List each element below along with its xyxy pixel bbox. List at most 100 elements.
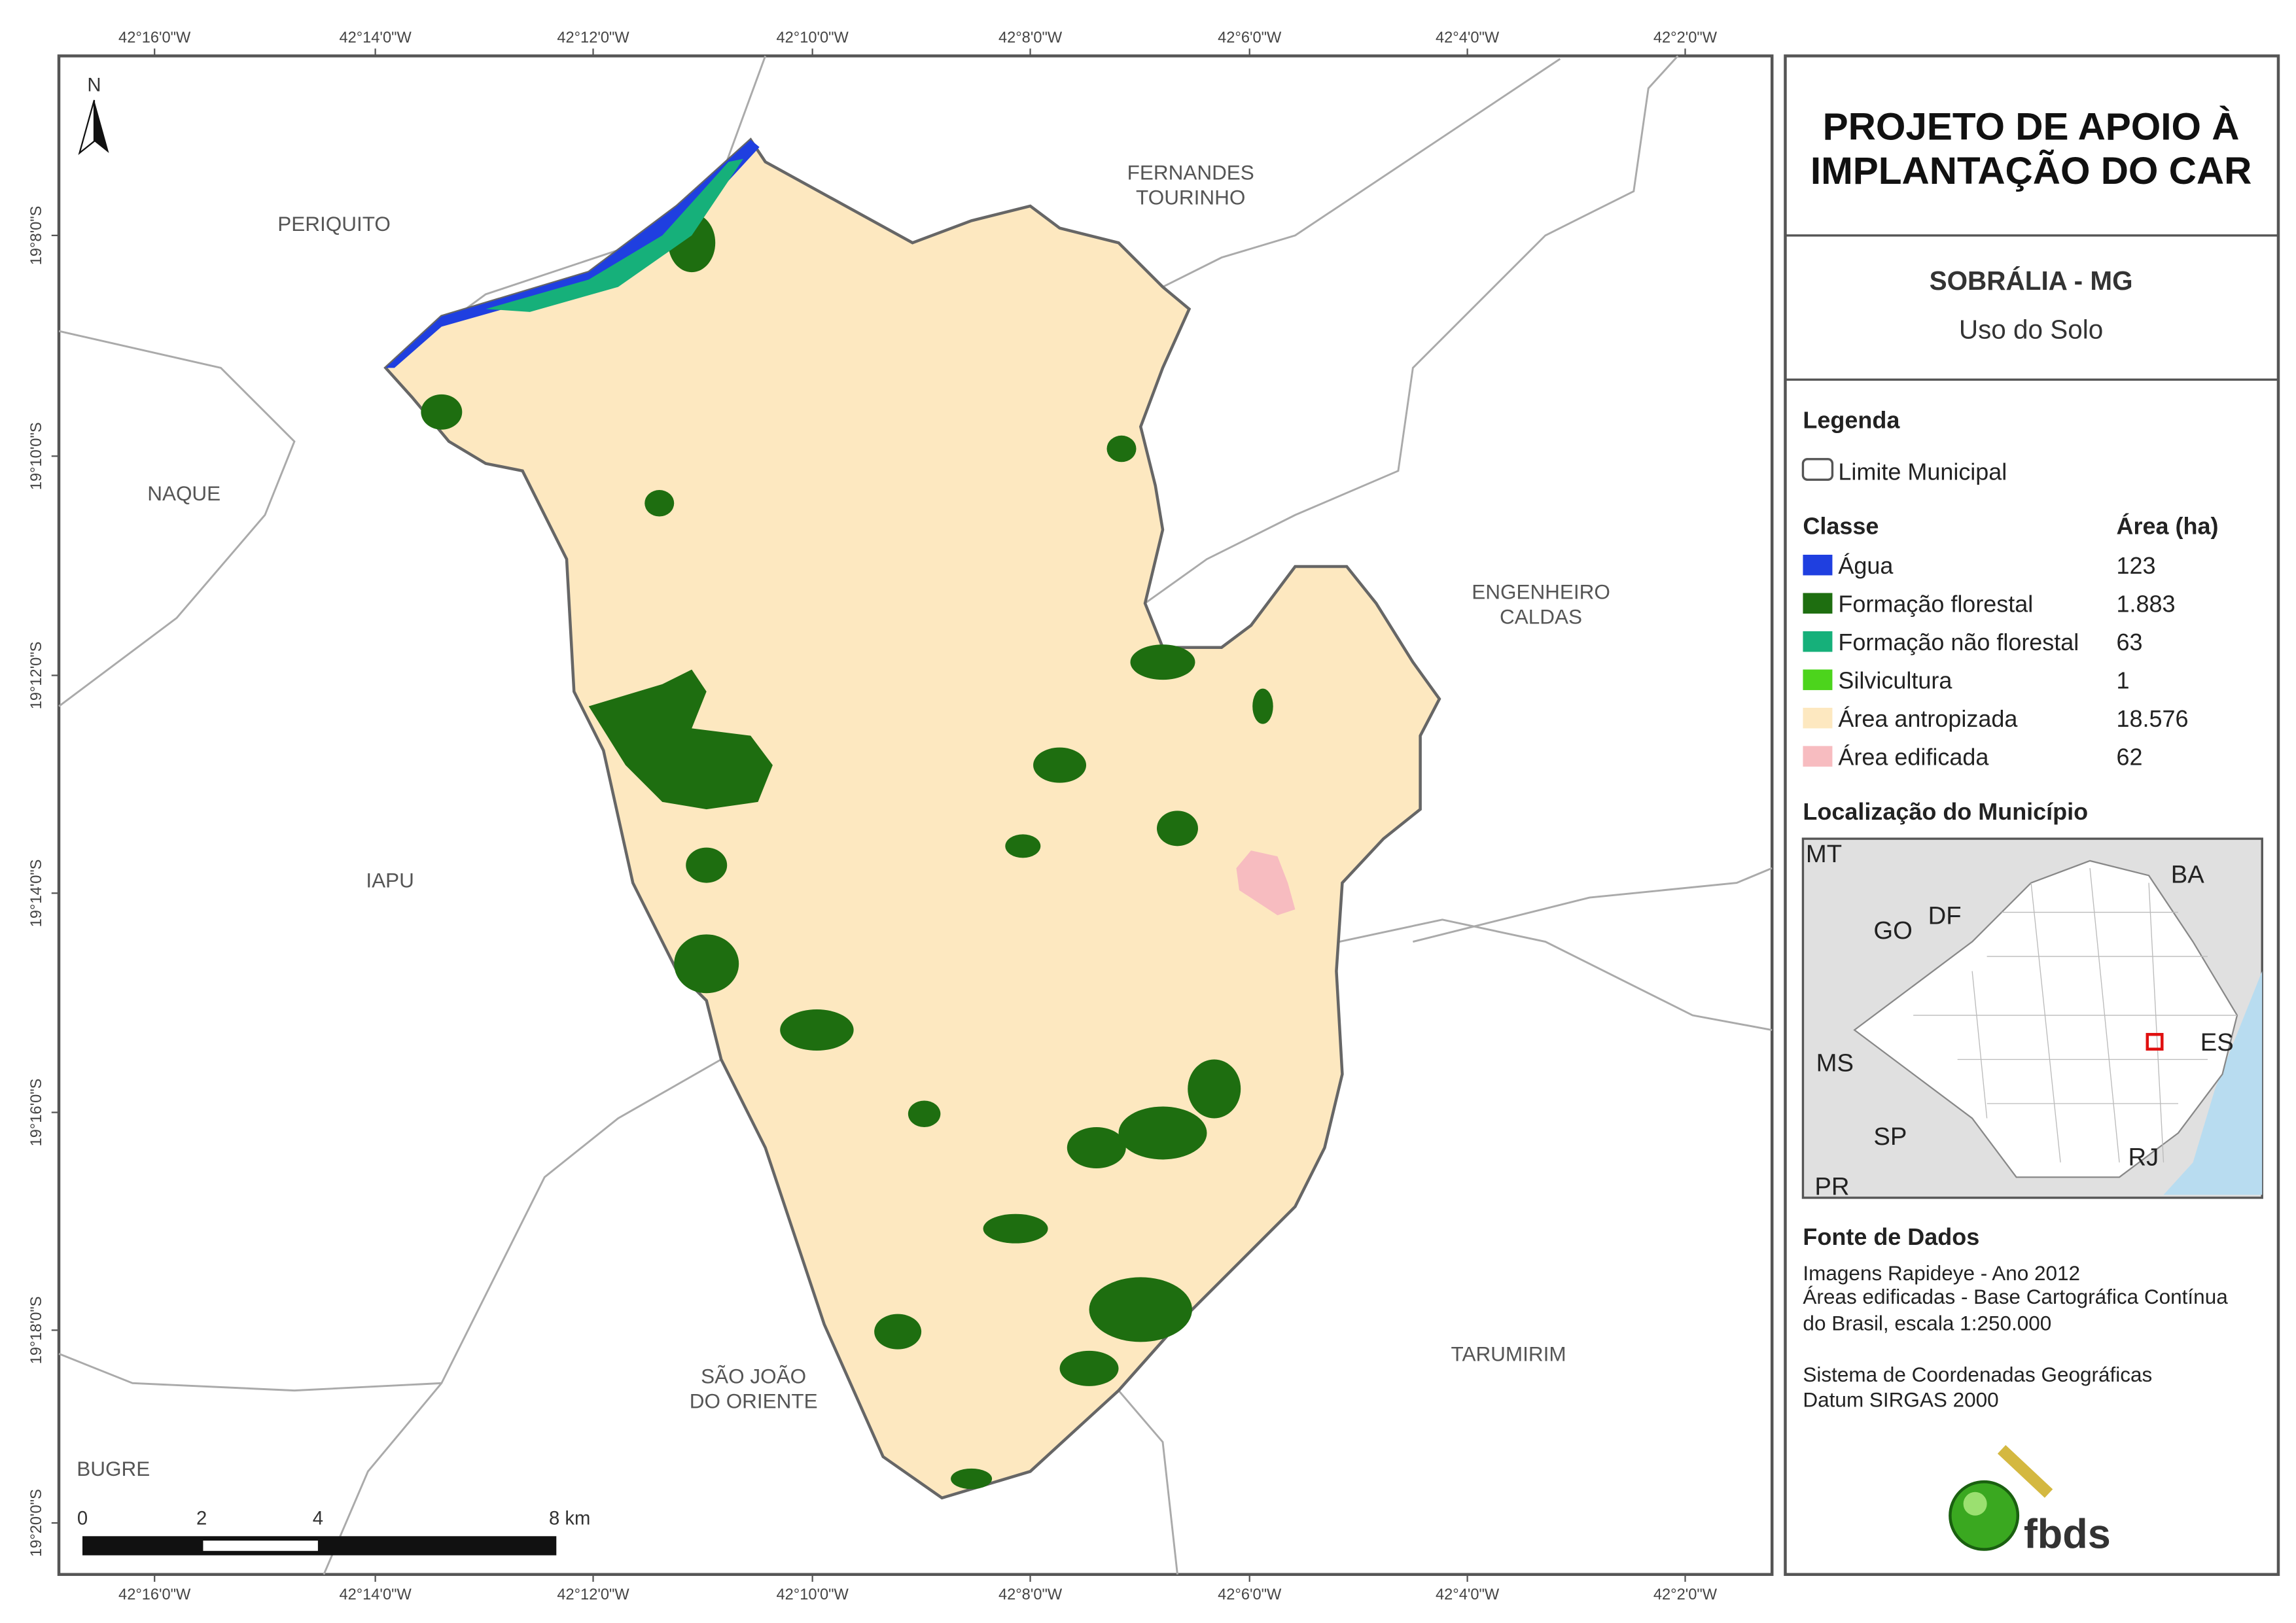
class-swatch <box>1803 669 1833 690</box>
longitude-ticks-top: 42°16'0"W 42°14'0"W 42°12'0"W 42°10'0"W 42°8… <box>118 29 1718 56</box>
class-area: 1 <box>2117 667 2130 694</box>
non-forest-strip <box>486 158 743 312</box>
inset-label: DF <box>1928 902 1962 930</box>
class-swatch <box>1803 707 1833 729</box>
longitude-label: 42°14'0"W <box>339 29 412 46</box>
class-name: Formação florestal <box>1838 591 2033 618</box>
north-arrow <box>78 99 96 155</box>
class-header: Classe <box>1803 513 1879 540</box>
legend-classes: Água 123 Formação florestal 1.883 Formação n… <box>1803 552 2189 771</box>
boundary-line <box>1413 867 1773 943</box>
inset-label: SP <box>1873 1123 1907 1151</box>
place-label: TOURINHO <box>1136 186 1245 209</box>
boundary-line <box>1339 918 1773 1031</box>
forest-patch <box>1033 747 1087 783</box>
forest-patch <box>1188 1059 1241 1119</box>
place-label: BUGRE <box>77 1457 150 1480</box>
forest-patch <box>1106 435 1137 462</box>
logo-highlight <box>1963 1492 1987 1516</box>
place-label: ENGENHEIRO <box>1472 580 1610 603</box>
place-label: SÃO JOÃO <box>701 1364 806 1387</box>
forest-patch <box>421 394 463 430</box>
source-line: Imagens Rapideye - Ano 2012 <box>1803 1261 2080 1285</box>
forest-patch <box>1067 1126 1126 1168</box>
longitude-label: 42°6'0"W <box>1218 29 1282 46</box>
place-label: PERIQUITO <box>277 212 391 236</box>
boundary-line <box>1144 55 1679 604</box>
scale-bar <box>82 1536 557 1556</box>
forest-patch <box>686 847 728 883</box>
panel-title: IMPLANTAÇÃO DO CAR <box>1810 149 2252 192</box>
forest-patch <box>1130 644 1195 680</box>
inset-grid <box>1913 868 2237 1163</box>
scale-label: 4 <box>313 1508 323 1529</box>
scale-bar-segment <box>203 1541 318 1551</box>
longitude-label: 42°10'0"W <box>777 1586 849 1603</box>
latitude-label: 19°20'0"S <box>28 1489 45 1557</box>
place-label: IAPU <box>366 868 414 892</box>
water-river <box>385 139 760 368</box>
longitude-label: 42°14'0"W <box>339 1586 412 1603</box>
inset-label: ES <box>2200 1028 2234 1056</box>
municipality-area <box>383 137 1441 1500</box>
legend-title: Legenda <box>1803 407 1900 434</box>
north-label: N <box>87 75 101 96</box>
class-swatch <box>1803 631 1833 652</box>
logo-text: fbds <box>2024 1511 2111 1557</box>
forest-patch <box>1156 811 1198 846</box>
latitude-label: 19°10'0"S <box>28 422 45 490</box>
inset-label: GO <box>1873 916 1912 945</box>
longitude-label: 42°6'0"W <box>1218 1586 1282 1603</box>
latitude-label: 19°18'0"S <box>28 1297 45 1365</box>
source-line: do Brasil, escala 1:250.000 <box>1803 1311 2051 1335</box>
inset-label: PR <box>1814 1172 1849 1200</box>
longitude-label: 42°4'0"W <box>1436 1586 1500 1603</box>
forest-patch <box>588 669 773 810</box>
scale-label: 2 <box>196 1508 207 1529</box>
scale-label: 8 km <box>549 1508 590 1529</box>
scale-label: 0 <box>77 1508 88 1529</box>
forest-patch <box>983 1213 1048 1244</box>
source-line: Sistema de Coordenadas Geográficas <box>1803 1363 2152 1386</box>
forest-patch <box>645 490 675 517</box>
panel-frame <box>1784 54 2280 1577</box>
boundary-line <box>58 330 296 707</box>
forest-patch <box>1005 834 1041 858</box>
longitude-label: 42°4'0"W <box>1436 29 1500 46</box>
inset-location-marker <box>2146 1033 2164 1051</box>
forest-patches <box>421 213 1273 1490</box>
place-label: CALDAS <box>1500 605 1582 629</box>
class-name: Formação não florestal <box>1838 629 2079 655</box>
boundary-line <box>1162 58 1561 288</box>
class-swatch <box>1803 554 1833 576</box>
boundary-label: Limite Municipal <box>1838 458 2007 485</box>
built-up-area <box>1236 850 1296 916</box>
source-line: Datum SIRGAS 2000 <box>1803 1387 1998 1411</box>
longitude-label: 42°8'0"W <box>998 29 1063 46</box>
location-title: Localização do Município <box>1803 798 2088 825</box>
class-area: 63 <box>2117 629 2143 655</box>
forest-patch <box>1118 1106 1207 1160</box>
latitude-ticks: 19°8'0"S 19°10'0"S 19°12'0"S 19°14'0"S 19°16… <box>28 206 60 1557</box>
place-label: NAQUE <box>147 481 221 505</box>
boundary-line <box>58 1353 442 1392</box>
subtitle: Uso do Solo <box>1959 314 2103 344</box>
municipality: SOBRÁLIA - MG <box>1930 266 2133 296</box>
inset-label: MT <box>1806 840 1842 868</box>
area-header: Área (ha) <box>2117 513 2219 540</box>
boundary-line <box>1118 1389 1178 1575</box>
inset-label: BA <box>2171 861 2204 889</box>
latitude-label: 19°12'0"S <box>28 642 45 710</box>
class-swatch <box>1803 746 1833 767</box>
class-area: 123 <box>2117 552 2156 579</box>
sources-title: Fonte de Dados <box>1803 1223 1979 1250</box>
forest-patch <box>780 1009 854 1051</box>
longitude-label: 42°16'0"W <box>118 29 191 46</box>
longitude-label: 42°10'0"W <box>777 29 849 46</box>
longitude-label: 42°2'0"W <box>1653 1586 1718 1603</box>
source-line: Áreas edificadas - Base Cartográfica Con… <box>1803 1285 2228 1308</box>
logo-bar <box>1997 1445 2053 1498</box>
longitude-label: 42°12'0"W <box>557 1586 629 1603</box>
inset-ocean <box>2163 971 2263 1195</box>
